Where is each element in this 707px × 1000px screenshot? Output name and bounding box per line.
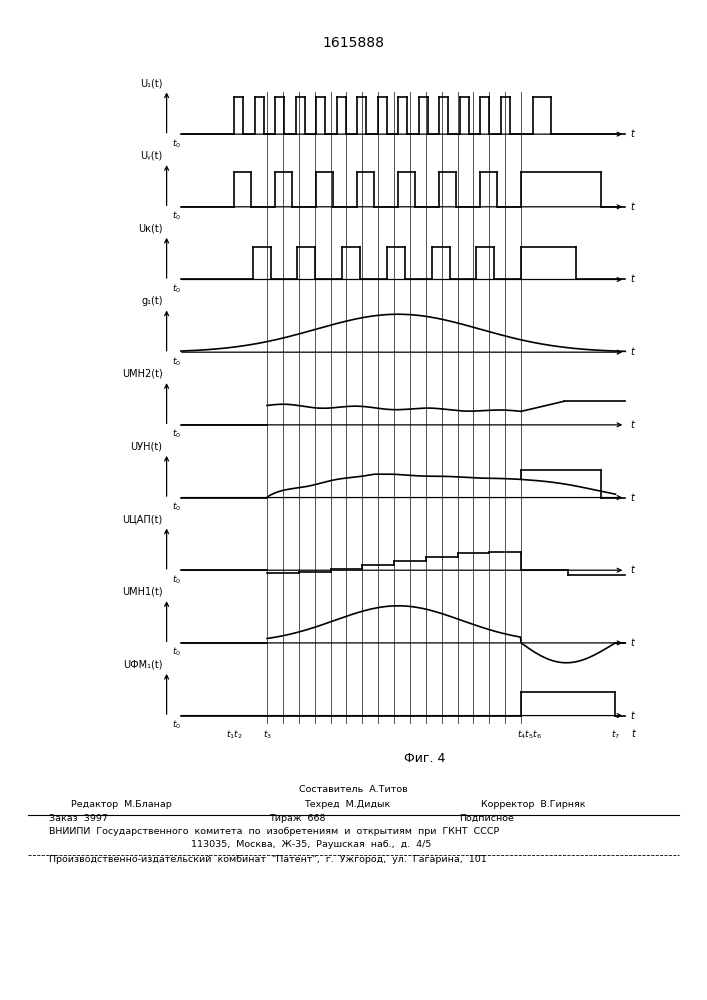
- Text: t: t: [630, 638, 634, 648]
- Text: t: t: [630, 711, 634, 721]
- Text: Подписное: Подписное: [460, 814, 515, 823]
- Text: $t_0$: $t_0$: [173, 573, 182, 586]
- Text: Редактор  М.Бланар: Редактор М.Бланар: [71, 800, 172, 809]
- Text: t: t: [630, 347, 634, 357]
- Text: $t_0$: $t_0$: [173, 646, 182, 658]
- Text: U₁(t): U₁(t): [140, 78, 163, 88]
- Text: Заказ  3997: Заказ 3997: [49, 814, 108, 823]
- Text: Фиг. 4: Фиг. 4: [404, 752, 445, 765]
- Text: UУН(t): UУН(t): [131, 441, 163, 451]
- Text: $t_7$: $t_7$: [611, 729, 620, 741]
- Text: $t_4t_5t_6$: $t_4t_5t_6$: [517, 729, 542, 741]
- Text: $t_0$: $t_0$: [173, 210, 182, 222]
- Text: t: t: [630, 565, 634, 575]
- Text: t: t: [631, 729, 636, 739]
- Text: t: t: [630, 420, 634, 430]
- Text: $t_3$: $t_3$: [262, 729, 271, 741]
- Text: UЦАП(t): UЦАП(t): [122, 514, 163, 524]
- Text: Корректор  В.Гирняк: Корректор В.Гирняк: [481, 800, 585, 809]
- Text: Тираж  668: Тираж 668: [269, 814, 325, 823]
- Text: $t_0$: $t_0$: [173, 282, 182, 295]
- Text: $t_0$: $t_0$: [173, 137, 182, 150]
- Text: Uк(t): Uк(t): [138, 223, 163, 233]
- Text: Uᵧ(t): Uᵧ(t): [140, 151, 163, 161]
- Text: UФМ₁(t): UФМ₁(t): [123, 660, 163, 670]
- Text: Составитель  А.Титов: Составитель А.Титов: [299, 785, 408, 794]
- Text: UМН2(t): UМН2(t): [122, 369, 163, 379]
- Text: UМН1(t): UМН1(t): [122, 587, 163, 597]
- Text: $t_0$: $t_0$: [173, 428, 182, 440]
- Text: t: t: [630, 129, 634, 139]
- Text: Производственно-издательский  комбинат  "Патент",  г.  Ужгород,  ул.  Гагарина, : Производственно-издательский комбинат "П…: [49, 855, 487, 864]
- Text: t: t: [630, 202, 634, 212]
- Text: ВНИИПИ  Государственного  комитета  по  изобретениям  и  открытиям  при  ГКНТ  С: ВНИИПИ Государственного комитета по изоб…: [49, 827, 500, 836]
- Text: $t_1t_2$: $t_1t_2$: [226, 729, 243, 741]
- Text: $t_0$: $t_0$: [173, 718, 182, 731]
- Text: t: t: [630, 274, 634, 284]
- Text: 113035,  Москва,  Ж-35,  Раушская  наб.,  д.  4/5: 113035, Москва, Ж-35, Раушская наб., д. …: [191, 840, 431, 849]
- Text: $t_0$: $t_0$: [173, 355, 182, 368]
- Text: 1615888: 1615888: [322, 36, 385, 50]
- Text: $t_0$: $t_0$: [173, 500, 182, 513]
- Text: Техред  М.Дидык: Техред М.Дидык: [304, 800, 390, 809]
- Text: t: t: [630, 493, 634, 503]
- Text: g₁(t): g₁(t): [141, 296, 163, 306]
